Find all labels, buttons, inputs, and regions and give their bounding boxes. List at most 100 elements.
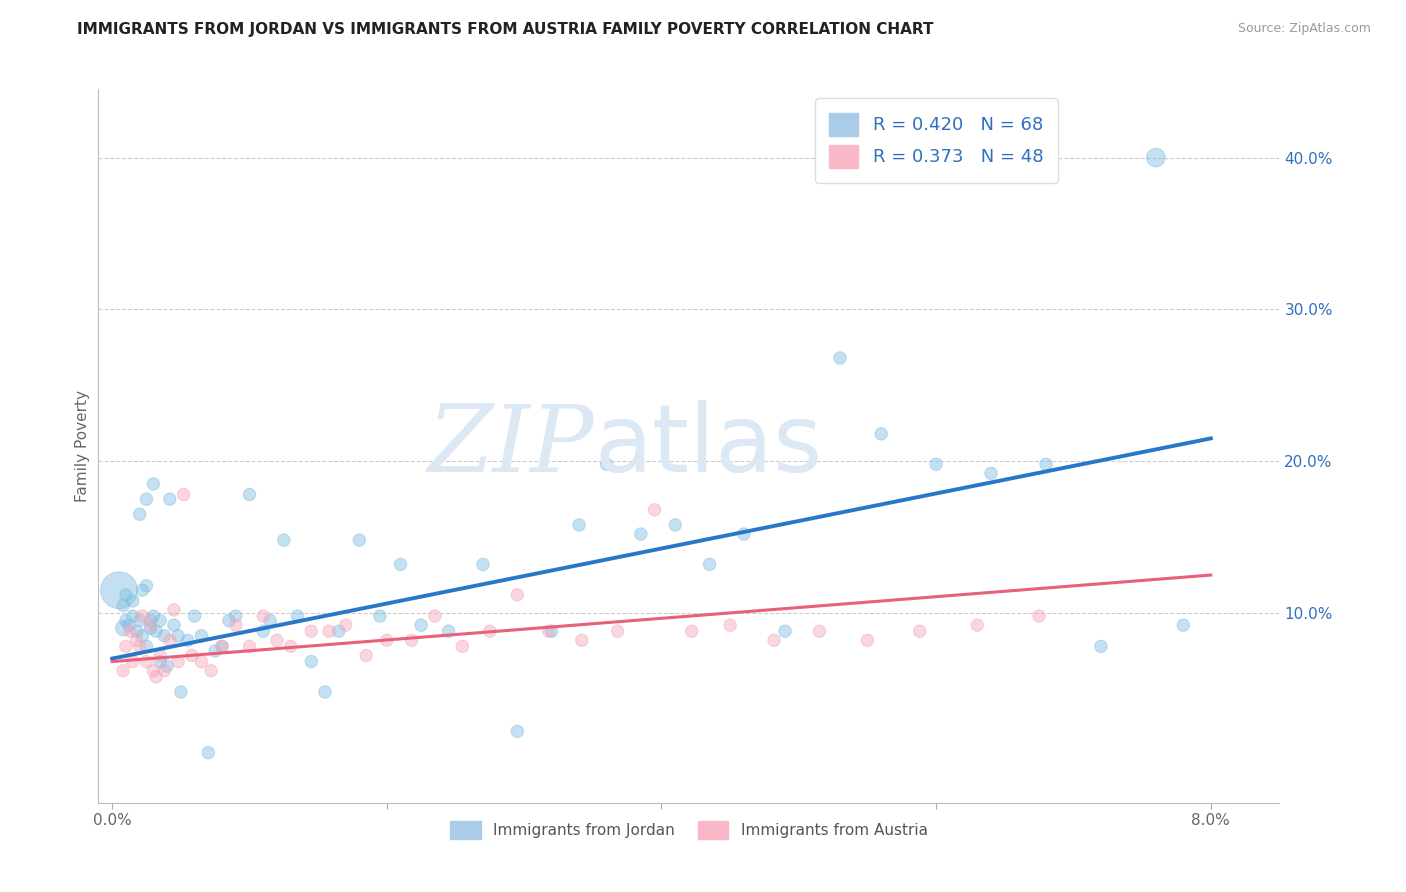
Point bbox=[908, 624, 931, 639]
Point bbox=[808, 624, 831, 639]
Point bbox=[115, 614, 138, 628]
Point bbox=[131, 609, 153, 624]
Point bbox=[733, 527, 755, 541]
Point bbox=[149, 614, 172, 628]
Point bbox=[451, 640, 474, 654]
Text: ZIP: ZIP bbox=[427, 401, 595, 491]
Point bbox=[540, 624, 562, 639]
Point bbox=[142, 664, 165, 678]
Point bbox=[1173, 618, 1195, 632]
Text: atlas: atlas bbox=[595, 400, 823, 492]
Point bbox=[259, 614, 281, 628]
Point bbox=[606, 624, 628, 639]
Point bbox=[211, 640, 233, 654]
Point bbox=[328, 624, 350, 639]
Point bbox=[176, 633, 198, 648]
Point bbox=[299, 624, 322, 639]
Point bbox=[644, 502, 666, 516]
Point bbox=[299, 655, 322, 669]
Point bbox=[681, 624, 703, 639]
Point bbox=[156, 659, 179, 673]
Point bbox=[159, 492, 181, 507]
Point bbox=[145, 670, 167, 684]
Point bbox=[153, 629, 176, 643]
Point bbox=[190, 629, 212, 643]
Point bbox=[506, 588, 529, 602]
Point bbox=[252, 609, 274, 624]
Point bbox=[699, 558, 721, 572]
Point bbox=[135, 492, 157, 507]
Point bbox=[200, 664, 222, 678]
Point bbox=[142, 609, 165, 624]
Point bbox=[131, 629, 153, 643]
Point bbox=[423, 609, 446, 624]
Point bbox=[135, 655, 157, 669]
Point bbox=[142, 477, 165, 491]
Point bbox=[115, 640, 138, 654]
Point bbox=[966, 618, 988, 632]
Point bbox=[437, 624, 460, 639]
Point bbox=[280, 640, 302, 654]
Point bbox=[167, 629, 190, 643]
Point bbox=[828, 351, 851, 365]
Point bbox=[145, 624, 167, 639]
Point bbox=[128, 614, 150, 628]
Point bbox=[218, 614, 240, 628]
Point bbox=[128, 640, 150, 654]
Point bbox=[118, 624, 141, 639]
Point bbox=[139, 621, 162, 635]
Point bbox=[571, 633, 593, 648]
Point bbox=[856, 633, 879, 648]
Point bbox=[375, 633, 398, 648]
Point bbox=[335, 618, 357, 632]
Point bbox=[170, 685, 193, 699]
Point bbox=[125, 624, 148, 639]
Point bbox=[287, 609, 309, 624]
Point bbox=[349, 533, 371, 548]
Point bbox=[1035, 457, 1057, 471]
Point bbox=[167, 655, 190, 669]
Text: IMMIGRANTS FROM JORDAN VS IMMIGRANTS FROM AUSTRIA FAMILY POVERTY CORRELATION CHA: IMMIGRANTS FROM JORDAN VS IMMIGRANTS FRO… bbox=[77, 22, 934, 37]
Point bbox=[112, 621, 135, 635]
Point bbox=[121, 594, 143, 608]
Point bbox=[870, 426, 893, 441]
Point bbox=[664, 518, 686, 533]
Point bbox=[131, 583, 153, 598]
Point bbox=[925, 457, 948, 471]
Point bbox=[411, 618, 433, 632]
Point bbox=[153, 664, 176, 678]
Point bbox=[1090, 640, 1112, 654]
Point bbox=[773, 624, 796, 639]
Point bbox=[190, 655, 212, 669]
Point bbox=[506, 724, 529, 739]
Point bbox=[135, 579, 157, 593]
Point bbox=[139, 614, 162, 628]
Point bbox=[763, 633, 786, 648]
Point bbox=[537, 624, 560, 639]
Point bbox=[149, 648, 172, 663]
Point bbox=[163, 618, 186, 632]
Point bbox=[1028, 609, 1050, 624]
Point bbox=[135, 640, 157, 654]
Point bbox=[121, 655, 143, 669]
Point bbox=[252, 624, 274, 639]
Point bbox=[225, 618, 247, 632]
Text: Source: ZipAtlas.com: Source: ZipAtlas.com bbox=[1237, 22, 1371, 36]
Point bbox=[183, 609, 205, 624]
Point bbox=[471, 558, 494, 572]
Point bbox=[180, 648, 202, 663]
Point bbox=[121, 609, 143, 624]
Point bbox=[718, 618, 741, 632]
Point bbox=[115, 588, 138, 602]
Point bbox=[273, 533, 295, 548]
Point bbox=[204, 644, 226, 658]
Point bbox=[354, 648, 377, 663]
Point bbox=[318, 624, 340, 639]
Point bbox=[389, 558, 412, 572]
Point bbox=[108, 583, 131, 598]
Point bbox=[225, 609, 247, 624]
Point bbox=[266, 633, 288, 648]
Y-axis label: Family Poverty: Family Poverty bbox=[75, 390, 90, 502]
Point bbox=[211, 640, 233, 654]
Point bbox=[368, 609, 391, 624]
